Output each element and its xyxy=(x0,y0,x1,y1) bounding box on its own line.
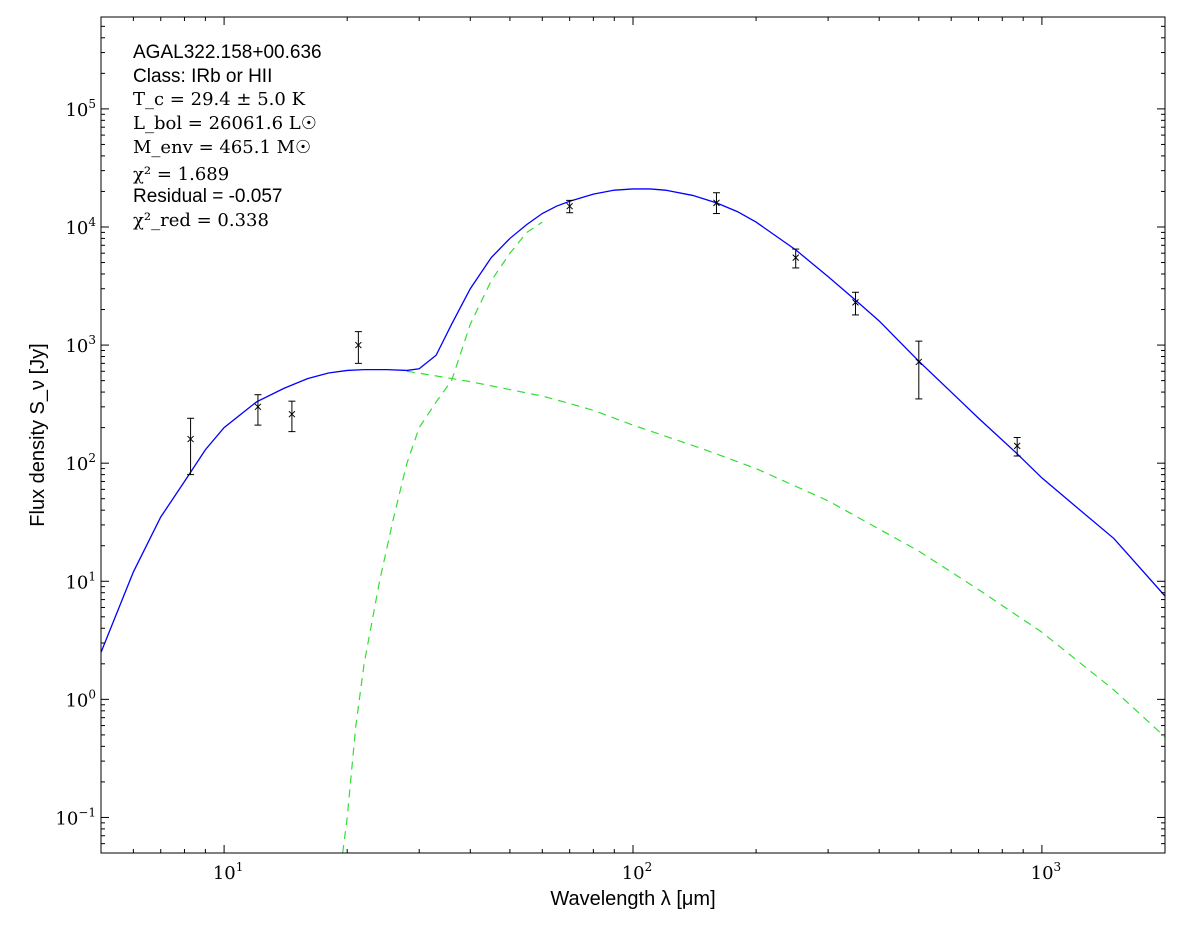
tick-label-exponent: −1 xyxy=(78,805,96,819)
y-tick-label: 103 xyxy=(65,333,96,357)
y-tick-label: 101 xyxy=(65,569,96,593)
annotation-class: Class: IRb or HII xyxy=(133,66,272,87)
marker-x xyxy=(1013,442,1021,450)
tick-label-exponent: 2 xyxy=(88,451,96,465)
tick-label-base: 10 xyxy=(1031,863,1054,884)
data-point-4 xyxy=(354,331,362,364)
tick-label-base: 10 xyxy=(65,572,88,593)
data-point-8 xyxy=(851,291,859,316)
x-axis-label: Wavelength λ [μm] xyxy=(550,888,715,910)
marker-x xyxy=(288,410,296,418)
annotation-menv: M_env = 465.1 M☉ xyxy=(133,137,311,158)
annotation-lbol: L_bol = 26061.6 L☉ xyxy=(133,113,317,134)
x-tick-label: 103 xyxy=(1031,860,1062,884)
tick-label-base: 10 xyxy=(55,808,78,829)
marker-x xyxy=(254,403,262,411)
tick-label-base: 10 xyxy=(622,863,645,884)
data-point-5 xyxy=(566,199,574,214)
marker-x xyxy=(355,341,362,349)
component-curve-2 xyxy=(342,221,543,853)
data-point-1 xyxy=(187,417,195,476)
marker-x xyxy=(852,299,859,306)
tick-label-exponent: 3 xyxy=(1054,860,1062,874)
marker-x xyxy=(187,435,194,443)
tick-label-exponent: 3 xyxy=(88,333,96,347)
tick-label-base: 10 xyxy=(65,100,88,121)
y-tick-label: 102 xyxy=(65,451,96,475)
data-point-3 xyxy=(288,400,296,433)
data-point-2 xyxy=(254,394,262,426)
data-point-7 xyxy=(792,248,800,269)
axis-ticks xyxy=(100,16,1166,854)
tick-label-base: 10 xyxy=(65,218,88,239)
tick-label-base: 10 xyxy=(213,863,236,884)
tick-label-exponent: 0 xyxy=(88,687,96,701)
y-tick-label: 105 xyxy=(65,97,96,121)
tick-label-exponent: 1 xyxy=(236,860,244,874)
tick-label-base: 10 xyxy=(65,690,88,711)
annotation-tc: T_c = 29.4 ± 5.0 K xyxy=(133,89,306,110)
tick-label-base: 10 xyxy=(65,454,88,475)
annotation-residual: Residual = -0.057 xyxy=(133,186,282,207)
measurement-points xyxy=(187,192,1021,476)
x-tick-label: 102 xyxy=(622,860,653,884)
annotation-block: AGAL322.158+00.636 Class: IRb or HII T_c… xyxy=(133,42,322,231)
y-axis-label: Flux density S_ν [Jy] xyxy=(27,343,49,526)
marker-x xyxy=(792,254,800,262)
annotation-source: AGAL322.158+00.636 xyxy=(133,42,322,63)
x-tick-label: 101 xyxy=(213,860,244,884)
data-point-10 xyxy=(1013,436,1021,457)
y-tick-label: 100 xyxy=(65,687,96,711)
tick-label-exponent: 4 xyxy=(88,215,96,229)
tick-label-exponent: 1 xyxy=(88,569,96,583)
annotation-chi2red: χ²_red = 0.338 xyxy=(133,210,269,231)
marker-x xyxy=(566,202,574,210)
total-model-curve xyxy=(101,188,1165,653)
data-point-9 xyxy=(915,340,923,400)
tick-label-base: 10 xyxy=(65,336,88,357)
marker-x xyxy=(915,358,923,366)
marker-x xyxy=(713,199,720,207)
data-point-6 xyxy=(712,192,720,215)
component-curve-1 xyxy=(406,370,1165,738)
y-tick-label: 10−1 xyxy=(55,805,96,829)
model-curves xyxy=(101,188,1165,853)
y-tick-label: 104 xyxy=(65,215,96,239)
tick-label-exponent: 5 xyxy=(88,97,96,111)
annotation-chi2: χ² = 1.689 xyxy=(133,164,229,185)
tick-label-exponent: 2 xyxy=(645,860,653,874)
